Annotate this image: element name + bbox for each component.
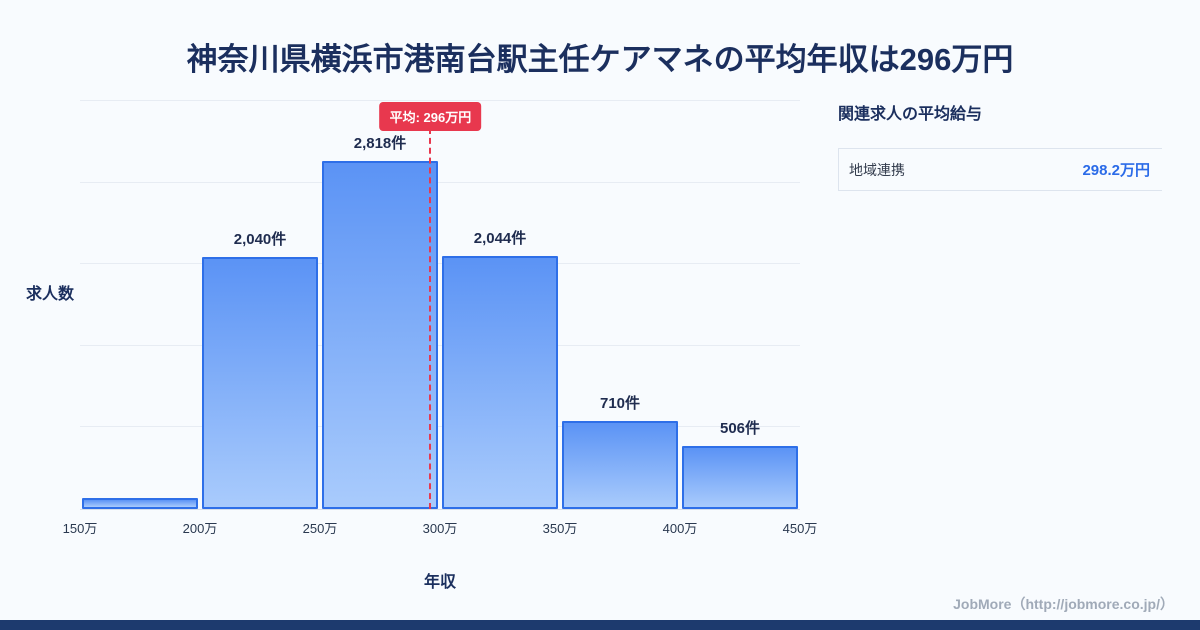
salary-row-label: 地域連携 (849, 161, 905, 178)
histogram-bar[interactable] (442, 256, 558, 509)
gridline (80, 344, 800, 346)
gridline (80, 426, 800, 428)
y-axis-label: 求人数 (26, 286, 75, 303)
bar-value-label: 2,818件 (353, 134, 407, 152)
histogram-bar[interactable] (682, 446, 798, 509)
bar-value-label: 2,044件 (473, 230, 527, 248)
histogram-bar[interactable] (82, 497, 198, 509)
bar-value-label: 710件 (599, 395, 641, 413)
page-title: 神奈川県横浜市港南台駅主任ケアマネの平均年収は296万円 (186, 42, 1014, 77)
histogram-bar[interactable] (202, 256, 318, 509)
x-axis-tick: 150万 (62, 521, 98, 536)
attribution-link[interactable]: JobMore（http://jobmore.co.jp/） (953, 596, 1174, 612)
histogram-bar[interactable] (562, 421, 678, 509)
histogram-plot-area: 平均: 296万円 2,040件 2,818件 2,044件 710件 506件 150万… (63, 100, 817, 536)
x-axis-tick: 300万 (422, 521, 458, 536)
x-axis-tick: 450万 (782, 521, 818, 536)
x-axis-label: 年収 (423, 574, 456, 591)
bar-value-label: 506件 (719, 420, 761, 438)
histogram-bar[interactable] (322, 160, 438, 509)
related-salary-list: 地域連携 298.2万円 (838, 148, 1162, 191)
related-salary-heading: 関連求人の平均給与 (838, 106, 983, 123)
related-salary-panel: 関連求人の平均給与 地域連携 298.2万円 (838, 100, 1162, 191)
gridline (80, 100, 800, 101)
x-axis-tick: 400万 (662, 521, 698, 536)
x-axis-tick: 350万 (542, 521, 578, 536)
gridline (80, 181, 800, 183)
gridline (80, 263, 800, 265)
average-line (429, 128, 432, 509)
salary-row[interactable]: 地域連携 298.2万円 (838, 148, 1162, 191)
footer-bar (0, 620, 1200, 630)
x-axis-tick: 200万 (182, 521, 218, 536)
salary-row-value: 298.2万円 (1082, 162, 1150, 179)
bar-value-label: 2,040件 (233, 230, 287, 248)
x-axis-tick: 250万 (302, 521, 338, 536)
average-badge: 平均: 296万円 (379, 102, 482, 131)
